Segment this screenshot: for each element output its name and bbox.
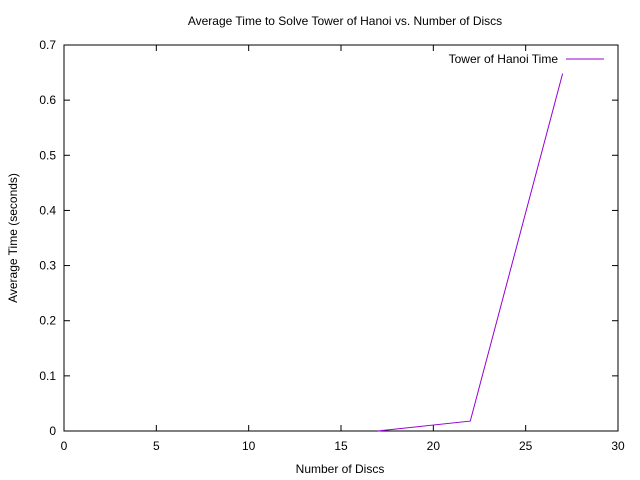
y-tick-label: 0.3 (39, 259, 56, 273)
y-axis-label: Average Time (seconds) (6, 173, 20, 303)
y-tick-label: 0.1 (39, 369, 56, 383)
series-line (377, 73, 564, 432)
y-tick-label: 0.6 (39, 93, 56, 107)
y-tick-label: 0 (49, 424, 56, 438)
x-tick-label: 10 (242, 439, 256, 453)
y-tick-label: 0.5 (39, 148, 56, 162)
x-tick-label: 30 (611, 439, 625, 453)
series-layer (377, 73, 564, 432)
y-axis: 0 0.1 0.2 0.3 0.4 0.5 0.6 0.7 (39, 38, 618, 438)
x-axis-label: Number of Discs (296, 462, 385, 476)
y-tick-label: 0.2 (39, 314, 56, 328)
x-tick-label: 5 (153, 439, 160, 453)
y-tick-label: 0.7 (39, 38, 56, 52)
x-tick-label: 0 (61, 439, 68, 453)
legend: Tower of Hanoi Time (449, 52, 604, 66)
x-tick-label: 15 (334, 439, 348, 453)
x-axis: 0 5 10 15 20 25 30 (61, 45, 625, 453)
x-tick-label: 25 (519, 439, 533, 453)
plot-area-border (63, 44, 619, 432)
x-tick-label: 20 (427, 439, 441, 453)
chart-title: Average Time to Solve Tower of Hanoi vs.… (188, 14, 502, 28)
y-tick-label: 0.4 (39, 203, 56, 217)
legend-label: Tower of Hanoi Time (449, 52, 559, 66)
